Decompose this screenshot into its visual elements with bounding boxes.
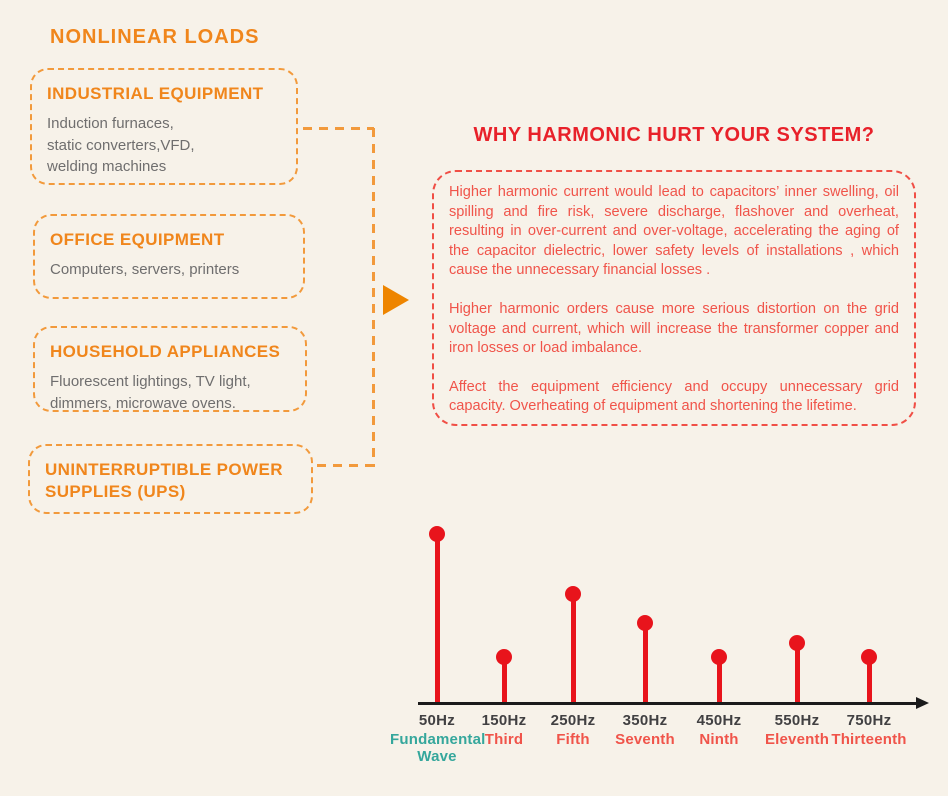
harmonic-name-label-150hz: Third xyxy=(484,731,524,748)
stem-50hz xyxy=(434,534,440,702)
tick-label-450hz: 450Hz xyxy=(696,712,742,729)
tick-label-350hz: 350Hz xyxy=(622,712,668,729)
harmonic-name-label-550hz: Eleventh xyxy=(764,731,830,748)
harmonics-paragraph: Higher harmonic orders cause more seriou… xyxy=(449,300,899,357)
load-box-title: UNINTERRUPTIBLE POWER SUPPLIES (UPS) xyxy=(45,460,283,501)
load-box-industrial-equipment: INDUSTRIAL EQUIPMENT Induction furnaces,… xyxy=(30,68,298,185)
stem-350hz xyxy=(642,623,648,702)
harmonic-name-label-450hz: Ninth xyxy=(699,731,739,748)
tick-label-150hz: 150Hz xyxy=(481,712,527,729)
load-box-text-line: Fluorescent lightings, TV light, xyxy=(50,373,251,390)
harmonics-paragraph: Affect the equipment efficiency and occu… xyxy=(449,378,899,415)
stem-dot-450hz xyxy=(711,648,727,665)
harmonics-explanation-box: Higher harmonic current would lead to ca… xyxy=(432,170,916,426)
load-box-text-line: welding machines xyxy=(47,158,167,175)
load-box-text-line: Computers, servers, printers xyxy=(50,261,240,278)
harmonic-name-label-250hz: Fifth xyxy=(556,731,590,748)
connector-line-top xyxy=(303,127,374,130)
nonlinear-loads-heading: NONLINEAR LOADS xyxy=(50,26,260,48)
stem-dot-550hz xyxy=(789,635,805,652)
load-box-text-line: Induction furnaces, xyxy=(47,115,174,132)
stem-dot-750hz xyxy=(861,648,877,665)
load-box-office-equipment: OFFICE EQUIPMENT Computers, servers, pri… xyxy=(33,214,305,299)
connector-line-bottom xyxy=(317,464,374,467)
load-box-title: HOUSEHOLD APPLIANCES xyxy=(50,342,281,361)
harmonic-name-label-750hz: Thirteenth xyxy=(831,731,907,748)
stem-250hz xyxy=(570,594,576,702)
tick-label-750hz: 750Hz xyxy=(846,712,892,729)
connector-line-vertical xyxy=(372,128,375,467)
harmonic-name-label-350hz: Seventh xyxy=(615,731,675,748)
load-box-household-appliances: HOUSEHOLD APPLIANCES Fluorescent lightin… xyxy=(33,326,307,412)
tick-label-550hz: 550Hz xyxy=(774,712,820,729)
stem-150hz xyxy=(501,656,507,702)
stem-dot-50hz xyxy=(429,526,445,542)
load-box-title: OFFICE EQUIPMENT xyxy=(50,230,225,249)
tick-label-50hz: 50Hz xyxy=(418,712,456,729)
stem-550hz xyxy=(794,643,800,702)
harmonics-paragraph: Higher harmonic current would lead to ca… xyxy=(449,184,899,279)
load-box-text-line: static converters,VFD, xyxy=(47,136,195,154)
load-box-ups: UNINTERRUPTIBLE POWER SUPPLIES (UPS) xyxy=(28,444,313,514)
stem-450hz xyxy=(716,656,722,702)
harmonic-name-label-50hz: Fundamental Wave xyxy=(390,731,486,765)
load-box-title: INDUSTRIAL EQUIPMENT xyxy=(47,84,264,103)
stem-dot-150hz xyxy=(496,648,512,665)
stem-dot-250hz xyxy=(565,586,581,603)
tick-label-250hz: 250Hz xyxy=(550,712,596,729)
why-harmonic-heading: WHY HARMONIC HURT YOUR SYSTEM? xyxy=(473,124,875,146)
load-box-text-line: dimmers, microwave ovens. xyxy=(50,394,236,412)
x-axis-arrow-icon xyxy=(916,697,929,709)
x-axis xyxy=(418,702,917,705)
stem-dot-350hz xyxy=(637,615,653,632)
stem-750hz xyxy=(866,656,872,702)
flow-arrow-icon xyxy=(383,285,409,315)
harmonic-spectrum-chart: 50Hz Fundamental Wave 150Hz Third 250Hz Fifth… xyxy=(390,526,940,783)
